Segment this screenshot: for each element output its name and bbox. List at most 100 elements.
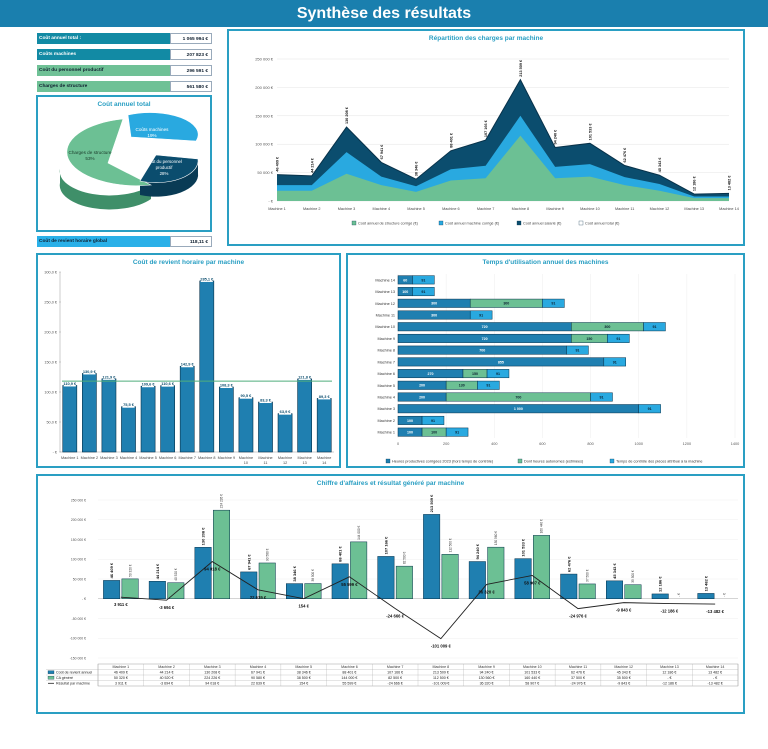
area-legend-label: Coût annuel machine corrigé (€)	[445, 222, 500, 226]
revenue-table-swatch	[47, 670, 55, 674]
revenue-cost-label: 130 208 €	[201, 527, 206, 546]
hourly-bar	[101, 378, 117, 453]
area-point-label: 67 941 €	[380, 144, 384, 160]
kpi-annual-total: Coût annuel total : 1 065 994 €	[37, 33, 212, 44]
hourly-label-bg	[220, 382, 233, 389]
revenue-result-label: 94 018 €	[204, 567, 221, 572]
revenue-table-header: Machine 2	[158, 665, 175, 669]
revenue-result-label: 55 599 €	[341, 582, 358, 587]
revenue-chart: -150 000 € -100 000 € -50 000 € - € 50 000 €…	[46, 494, 739, 687]
revenue-cost-label: 44 214 €	[155, 563, 160, 579]
kpi-personnel: Coût du personnel productif 296 591 €	[37, 65, 212, 76]
revenue-table-row-result: -24 976 €	[570, 682, 585, 686]
pie-slice-structure	[66, 118, 153, 186]
revenue-table-row-result: -24 666 €	[388, 682, 403, 686]
usage-ytick: Machine 12	[375, 302, 395, 306]
revenue-table-row-result: -12 186 €	[662, 682, 677, 686]
revenue-cost-bar	[103, 580, 121, 599]
hourly-value-label: 83,3 €	[260, 397, 272, 402]
usage-segment-label: 100	[431, 431, 437, 435]
revenue-table-row-cost: 213 509 €	[433, 671, 449, 675]
revenue-ca-label: 82 500 €	[403, 552, 407, 565]
revenue-result-label: 3 911 €	[114, 602, 128, 607]
usage-bar-segment	[638, 404, 661, 414]
usage-segment-label: 91	[575, 349, 579, 353]
area-xtick: Machine 4	[373, 207, 391, 211]
revenue-table-row-cost: 13 482 €	[708, 671, 722, 675]
kpi-hourly: Coût de revient horaire global 118,11 €	[37, 236, 212, 247]
pie-pct-structure: 53%	[85, 156, 94, 161]
revenue-result-label: 58 907 €	[524, 580, 541, 585]
area-legend-label: Coût annuel salarié (€)	[523, 222, 562, 226]
revenue-ca-bar	[304, 583, 322, 600]
revenue-ca-label: - €	[723, 593, 727, 597]
hourly-value-label: 109,6 €	[142, 382, 156, 387]
page-title: Synthèse des résultats	[0, 0, 768, 27]
area-point-label: 107 166 €	[484, 119, 488, 137]
hourly-bar	[121, 406, 136, 453]
area-point-label: 101 533 €	[588, 123, 592, 141]
usage-legend-swatch	[517, 458, 523, 464]
area-point-label: 38 346 €	[415, 161, 419, 177]
revenue-ca-bar	[441, 554, 459, 599]
area-point-label: 12 186 €	[693, 175, 697, 191]
area-point-label: 45 343 €	[658, 157, 662, 173]
hourly-label-bg	[259, 397, 272, 404]
hourly-ytick: 150,0 €	[44, 361, 58, 365]
pie-pct-personnel: 28%	[160, 171, 169, 176]
usage-segment-label: 91	[431, 419, 435, 423]
usage-segment-label: 91	[551, 302, 555, 306]
usage-bar-segment	[607, 333, 630, 343]
hourly-bar	[160, 385, 175, 453]
revenue-table-header: Machine 12	[614, 665, 633, 669]
revenue-table-row-result: -101 009 €	[432, 682, 449, 686]
usage-segment-label: 300	[503, 302, 509, 306]
pie-title: Coût annuel total	[97, 101, 151, 108]
revenue-result-label: -101 009 €	[431, 644, 452, 649]
hourly-bar	[179, 365, 195, 453]
usage-legend-swatch	[385, 458, 391, 464]
revenue-table-header: Machine 5	[295, 665, 312, 669]
area-layer-structure	[277, 135, 729, 201]
usage-title: Temps d'utilisation annuel des machines	[482, 259, 609, 266]
revenue-cost-bar	[240, 571, 258, 600]
revenue-ytick: -100 000 €	[70, 637, 86, 641]
usage-legend-label: Temps de contrôle des pièces attribué à …	[616, 460, 703, 464]
hourly-xtick-num: 11	[264, 461, 268, 465]
revenue-ytick: 50 000 €	[73, 577, 86, 581]
hourly-ytick: - €	[53, 451, 58, 455]
area-ytick: 100 000 €	[255, 142, 274, 147]
revenue-ca-label: 112 500 €	[448, 538, 452, 552]
area-xtick: Machine 7	[477, 207, 495, 211]
hourly-bar	[219, 386, 234, 453]
hourly-xtick: Machine 3	[100, 456, 118, 460]
revenue-table-header: Machine 1	[113, 665, 130, 669]
area-point-label: 46 409 €	[276, 156, 280, 172]
usage-legend-label: Heures productives corrigées 2023 (hors …	[392, 460, 494, 464]
usage-segment-label: 700	[515, 395, 521, 399]
usage-ytick: Machine 11	[376, 314, 395, 318]
usage-xtick: 1400	[731, 442, 739, 446]
revenue-cost-bar	[194, 547, 212, 599]
usage-xtick: 800	[587, 442, 593, 446]
usage-ytick: Machine 1	[377, 431, 395, 435]
hourly-bar	[82, 373, 97, 453]
revenue-ca-bar	[121, 578, 139, 599]
revenue-cost-bar	[560, 573, 578, 600]
revenue-table-row-ca: 144 000 €	[341, 676, 357, 680]
revenue-ca-bar	[487, 546, 505, 600]
area-xtick: Machine 12	[650, 207, 670, 211]
usage-segment-label: 720	[482, 325, 488, 329]
revenue-table-row-ca: 38 500 €	[297, 676, 311, 680]
revenue-ca-label: 224 226 €	[220, 494, 224, 508]
hourly-xtick: Machine 9	[218, 456, 236, 460]
hourly-value-label: 110,9 €	[63, 381, 77, 386]
usage-segment-label: 100	[407, 419, 413, 423]
revenue-cost-bar	[468, 561, 486, 599]
pie-label-personnel-b: productif	[156, 165, 174, 170]
hourly-title: Coût de revient horaire par machine	[132, 259, 245, 266]
revenue-table-row-cost: 94 240 €	[480, 671, 494, 675]
revenue-table-row-result: 94 018 €	[205, 682, 219, 686]
revenue-panel: Chiffre d'affaires et résultat généré pa…	[36, 474, 745, 714]
revenue-table-header: Machine 4	[250, 665, 267, 669]
